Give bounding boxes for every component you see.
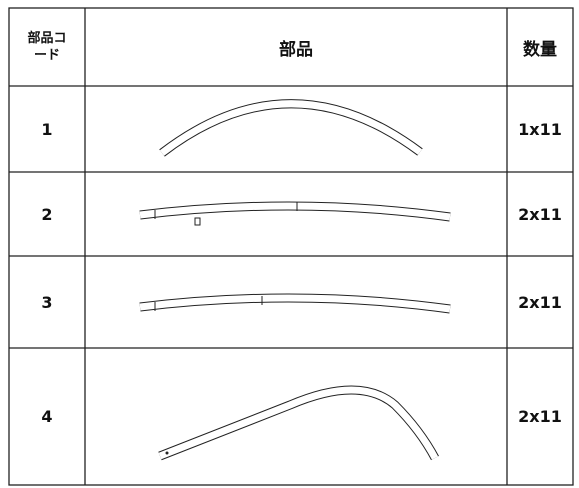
part-drawing-3 (139, 293, 451, 314)
row-code: 4 (41, 407, 53, 426)
header-code: 部品コード (27, 31, 67, 63)
row-code: 3 (41, 292, 53, 312)
row-quantity: 2x11 (518, 292, 562, 312)
part-drawing-1 (159, 99, 423, 157)
row-code: 1 (41, 119, 53, 139)
row-code: 2 (41, 204, 53, 224)
row-quantity: 2x11 (518, 407, 562, 426)
header-part: 部品 (279, 39, 313, 60)
part-drawing-4 (158, 385, 439, 461)
row-quantity: 2x11 (518, 204, 562, 224)
part-drawing-2 (139, 201, 451, 226)
row-quantity: 1x11 (518, 119, 562, 139)
header-quantity: 数量 (523, 39, 557, 60)
header-code-cell: 部品コード (9, 8, 85, 86)
